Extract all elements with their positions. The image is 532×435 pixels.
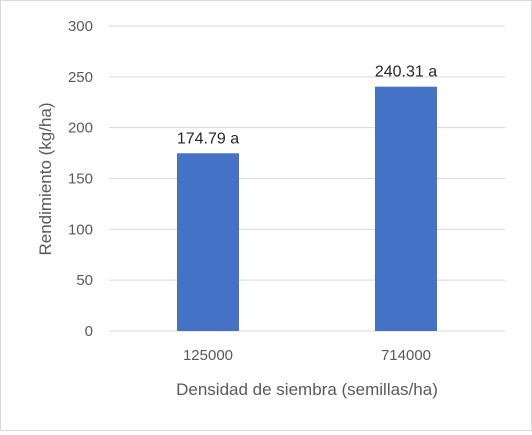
bar bbox=[177, 153, 239, 331]
y-tick-label: 250 bbox=[68, 69, 93, 86]
y-tick-label: 100 bbox=[68, 221, 93, 238]
bar bbox=[375, 86, 437, 331]
y-axis-title: Rendimiento (kg/ha) bbox=[36, 102, 55, 255]
x-axis-ticks: 125000 714000 bbox=[183, 347, 431, 364]
x-tick-label: 714000 bbox=[381, 347, 431, 364]
x-tick-label: 125000 bbox=[183, 347, 233, 364]
bars bbox=[177, 86, 437, 331]
y-axis-ticks: 0 50 100 150 200 250 300 bbox=[68, 18, 93, 340]
y-tick-label: 150 bbox=[68, 171, 93, 188]
x-axis-title: Densidad de siembra (semillas/ha) bbox=[176, 380, 438, 399]
y-tick-label: 200 bbox=[68, 120, 93, 137]
data-label: 174.79 a bbox=[177, 130, 239, 147]
y-tick-label: 300 bbox=[68, 18, 93, 35]
y-tick-label: 0 bbox=[85, 323, 93, 340]
gridlines bbox=[109, 25, 505, 332]
data-label: 240.31 a bbox=[375, 64, 437, 81]
y-tick-label: 50 bbox=[76, 272, 93, 289]
data-labels: 174.79 a 240.31 a bbox=[177, 64, 437, 148]
